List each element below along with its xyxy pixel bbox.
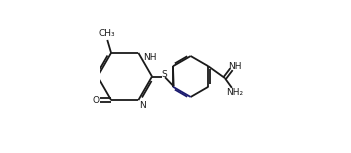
Text: O: O bbox=[93, 96, 100, 105]
Text: CH₃: CH₃ bbox=[99, 29, 115, 38]
Text: S: S bbox=[161, 70, 167, 79]
Text: N: N bbox=[140, 101, 146, 110]
Text: NH: NH bbox=[228, 62, 241, 71]
Text: NH: NH bbox=[143, 53, 157, 62]
Text: NH₂: NH₂ bbox=[226, 88, 244, 97]
